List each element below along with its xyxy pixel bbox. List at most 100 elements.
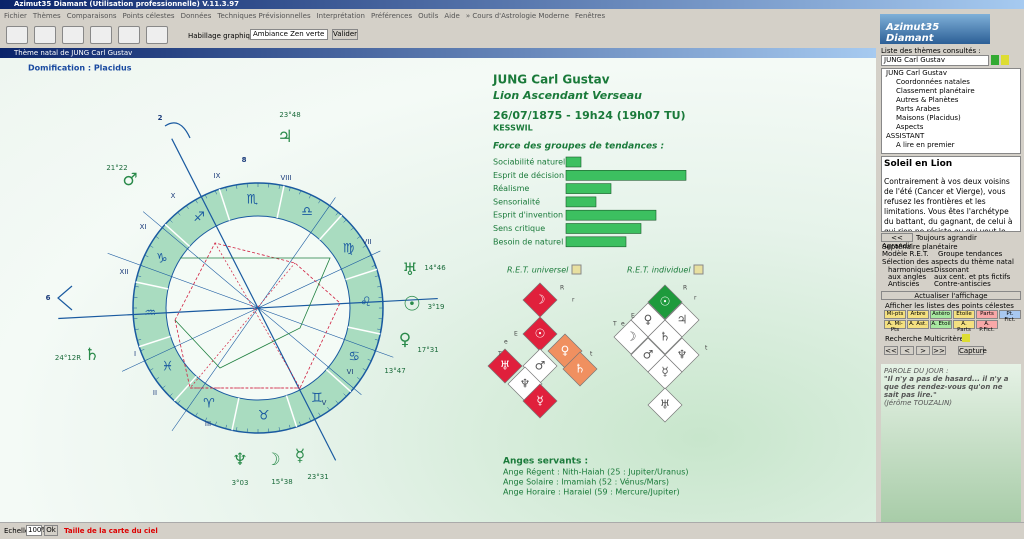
aspect-checkbox[interactable]: harmoniques bbox=[888, 266, 934, 274]
tree-item[interactable]: ASSISTANT bbox=[886, 132, 925, 140]
tendency-bar bbox=[565, 183, 612, 194]
zodiac-sign: ♈ bbox=[203, 397, 215, 412]
go-button[interactable] bbox=[991, 55, 999, 65]
list-button[interactable]: A. Ast. bbox=[907, 320, 929, 329]
ret-letter: r bbox=[572, 297, 575, 304]
degree-tick bbox=[343, 393, 347, 397]
list-button[interactable]: A. P.Fict. bbox=[976, 320, 998, 333]
menu-item[interactable]: Outils bbox=[418, 12, 439, 20]
aspect-checkbox[interactable]: Dissonant bbox=[934, 266, 969, 274]
theme-tree: JUNG Carl Gustav Coordonnées natales Class… bbox=[881, 68, 1021, 154]
validate-button[interactable]: Valider bbox=[332, 29, 358, 40]
chart-canvas: Domification : Placidus JUNG Carl Gustav… bbox=[0, 58, 876, 522]
list-button[interactable]: A. Parts bbox=[953, 320, 975, 333]
list-button[interactable]: Parts bbox=[976, 310, 998, 319]
refresh-button[interactable]: Actualiser l'affichage bbox=[881, 291, 1021, 300]
list-button[interactable]: Pt. Fict. bbox=[999, 310, 1021, 323]
ret-cell bbox=[522, 383, 558, 419]
nav-button[interactable]: Capture bbox=[958, 346, 987, 355]
menu-item[interactable]: Données bbox=[180, 12, 212, 20]
menu-item[interactable]: Fenêtres bbox=[575, 12, 606, 20]
zodiac-sign: ♍ bbox=[343, 242, 355, 257]
lists-title: Afficher les listes des points célestes bbox=[885, 302, 1014, 310]
list-button[interactable]: Arbre bbox=[907, 310, 929, 319]
degree-tick bbox=[371, 265, 376, 267]
ret-letter: e bbox=[621, 321, 625, 328]
scale-ok[interactable]: Ok bbox=[44, 525, 58, 536]
aspect-checkbox[interactable]: Antiscies bbox=[888, 280, 920, 288]
ret-letter: t bbox=[590, 351, 593, 358]
planet-glyph: ☉ bbox=[403, 292, 421, 316]
house-number: 8 bbox=[242, 156, 247, 164]
degree-tick bbox=[289, 187, 291, 192]
search-help[interactable] bbox=[962, 334, 970, 342]
list-button[interactable]: A. Etoil bbox=[930, 320, 952, 329]
house-cusp bbox=[142, 211, 362, 396]
chart-subtitle: Lion Ascendant Verseau bbox=[493, 89, 642, 102]
menu-item[interactable]: Comparaisons bbox=[66, 12, 117, 20]
tree-item[interactable]: Parts Arabes bbox=[896, 105, 941, 113]
quote-title: PAROLE DU JOUR : bbox=[884, 367, 949, 375]
house-cusp bbox=[121, 250, 381, 372]
menu-item[interactable]: Points célestes bbox=[122, 12, 175, 20]
aspect-checkbox[interactable]: aux angles bbox=[888, 273, 927, 281]
list-button[interactable]: Astéro bbox=[930, 310, 952, 319]
tendency-bar bbox=[565, 209, 657, 221]
option-checkbox[interactable]: Modèle R.E.T. bbox=[882, 250, 929, 258]
tree-item[interactable]: Coordonnées natales bbox=[896, 78, 970, 86]
ret-letter: T bbox=[497, 351, 502, 358]
menu-item[interactable]: Fichier bbox=[4, 12, 27, 20]
tool-icon[interactable] bbox=[90, 26, 112, 44]
ret-help[interactable] bbox=[693, 264, 704, 275]
list-button[interactable]: Mi-pts bbox=[884, 310, 906, 319]
tree-item[interactable]: Autres & Planètes bbox=[896, 96, 959, 104]
tool-icon[interactable] bbox=[62, 26, 84, 44]
tool-icon[interactable] bbox=[118, 26, 140, 44]
menu-item[interactable]: Thèmes bbox=[32, 12, 61, 20]
ret-title: R.E.T. individuel bbox=[627, 266, 691, 275]
nav-button[interactable]: >> bbox=[932, 346, 946, 355]
tree-item[interactable]: Maisons (Placidus) bbox=[896, 114, 961, 122]
help-button[interactable] bbox=[1001, 55, 1009, 65]
nav-button[interactable]: << bbox=[884, 346, 898, 355]
angel-line: Ange Solaire : Imamiah (52 : Vénus/Mars) bbox=[503, 477, 669, 487]
angels-title: Anges servants : bbox=[503, 457, 588, 467]
menu-item[interactable]: Aide bbox=[444, 12, 460, 20]
ret-glyph: ☉ bbox=[535, 327, 546, 341]
window-title: Thème natal de JUNG Carl Gustav bbox=[0, 48, 876, 58]
aspect-checkbox[interactable]: Contre-antiscies bbox=[934, 280, 991, 288]
menu-item[interactable]: Préférences bbox=[370, 12, 413, 20]
tool-icon[interactable] bbox=[6, 26, 28, 44]
ret-help[interactable] bbox=[571, 264, 582, 275]
tree-item[interactable]: JUNG Carl Gustav bbox=[886, 69, 947, 77]
menu-item[interactable]: Techniques Prévisionnelles bbox=[217, 12, 311, 20]
tool-icon[interactable] bbox=[146, 26, 168, 44]
list-button[interactable]: A. Mi-Pts bbox=[884, 320, 906, 333]
option-checkbox[interactable]: Septénaire planétaire bbox=[882, 243, 958, 251]
tree-item[interactable]: Classement planétaire bbox=[896, 87, 975, 95]
ret-cell bbox=[562, 351, 598, 387]
enlarge-button[interactable]: << Agrandir bbox=[881, 233, 913, 250]
theme-select[interactable]: Ambiance Zen verte bbox=[250, 29, 328, 40]
tree-item[interactable]: A lire en premier bbox=[896, 141, 955, 149]
interpretation-title: Soleil en Lion bbox=[884, 159, 953, 169]
nav-button[interactable]: > bbox=[916, 346, 930, 355]
degree-tick bbox=[308, 194, 312, 199]
menu-item[interactable]: Interprétation bbox=[316, 12, 365, 20]
option-checkbox[interactable]: Groupe tendances bbox=[938, 250, 1003, 258]
aspect-checkbox[interactable]: aux cent. et pts fictifs bbox=[934, 273, 1011, 281]
list-button[interactable]: Etoile bbox=[953, 310, 975, 319]
ret-glyph: ♅ bbox=[500, 359, 511, 373]
mc-arrow bbox=[164, 122, 191, 139]
scale-input[interactable]: 100% bbox=[26, 525, 49, 536]
nav-button[interactable]: < bbox=[900, 346, 914, 355]
menu-item[interactable]: » Cours d'Astrologie Moderne bbox=[465, 12, 569, 20]
tree-item[interactable]: Aspects bbox=[896, 123, 924, 131]
tendency-bar bbox=[565, 236, 627, 248]
always-enlarge[interactable]: Toujours agrandir bbox=[916, 234, 977, 242]
aspect-options: harmoniques Dissonant aux angles aux cent. … bbox=[882, 266, 1022, 290]
theme-list-select[interactable]: JUNG Carl Gustav bbox=[881, 55, 989, 66]
options: Septénaire planétaire Modèle R.E.T. Groupe… bbox=[882, 243, 1022, 293]
tool-icon[interactable] bbox=[34, 26, 56, 44]
degree-tick bbox=[134, 328, 139, 330]
